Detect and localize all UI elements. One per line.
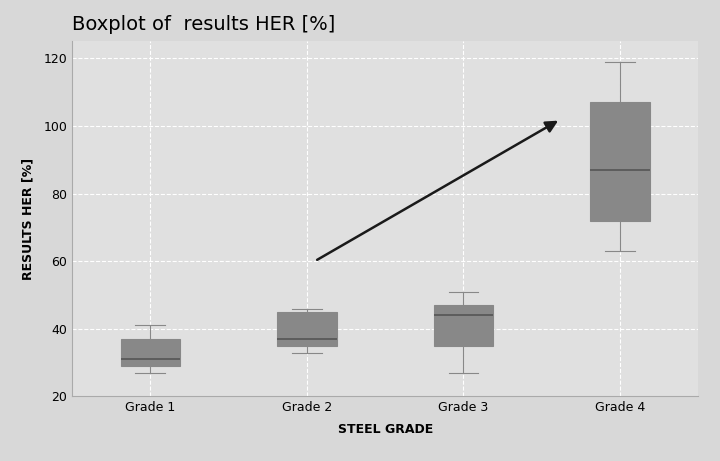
PathPatch shape: [277, 312, 337, 346]
PathPatch shape: [433, 305, 493, 346]
PathPatch shape: [590, 102, 650, 221]
X-axis label: STEEL GRADE: STEEL GRADE: [338, 423, 433, 436]
PathPatch shape: [120, 339, 180, 366]
Text: Boxplot of  results HER [%]: Boxplot of results HER [%]: [72, 15, 336, 35]
Y-axis label: RESULTS HER [%]: RESULTS HER [%]: [22, 158, 35, 280]
